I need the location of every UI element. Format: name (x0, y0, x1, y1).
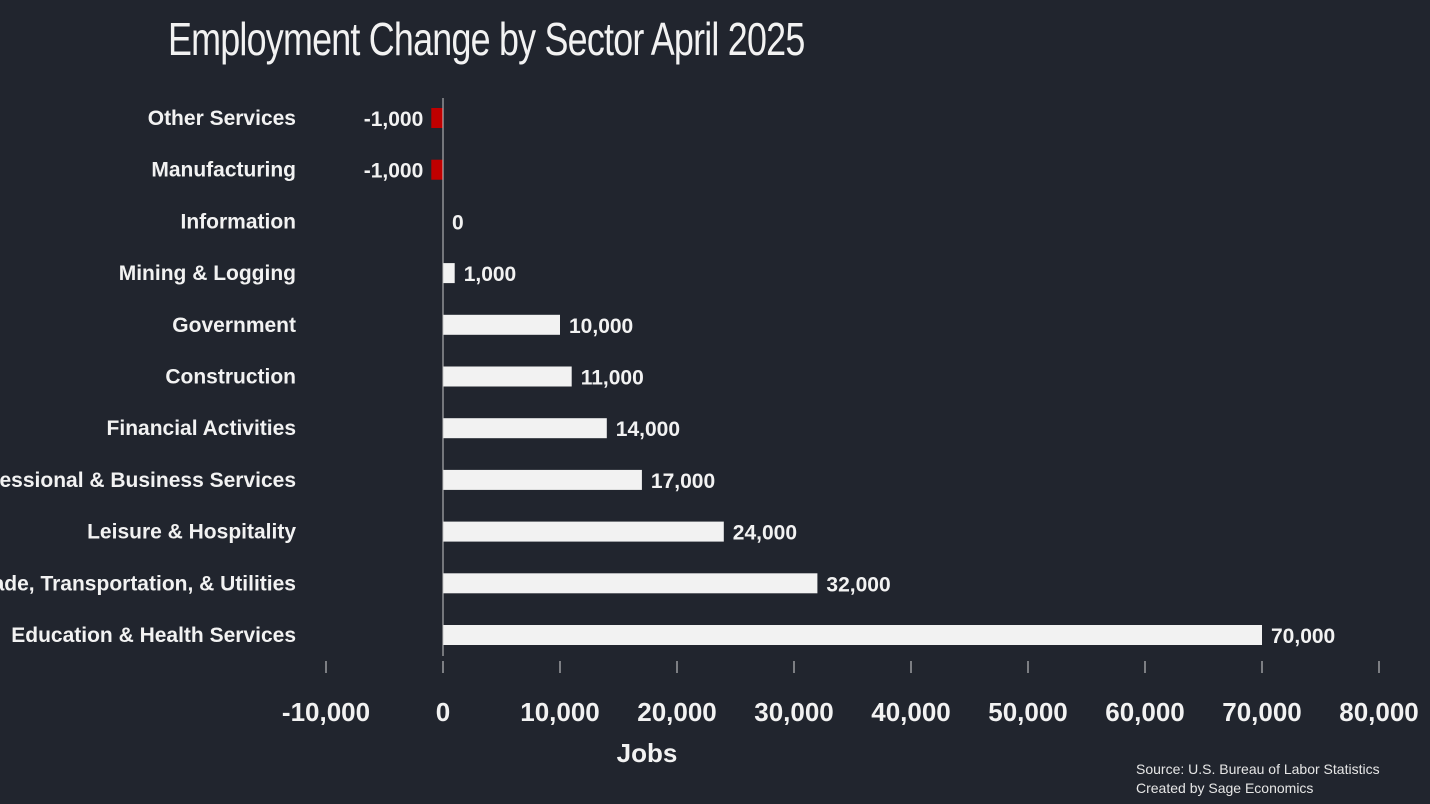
data-label: 11,000 (581, 367, 644, 390)
bar (431, 159, 443, 180)
data-label: -1,000 (364, 160, 424, 183)
category-label: Financial Activities (107, 417, 296, 440)
tick-label: 70,000 (1222, 697, 1302, 727)
category-label: Other Services (148, 107, 296, 130)
bar (443, 521, 724, 542)
tick-label: 40,000 (871, 697, 951, 727)
bar (443, 469, 642, 490)
tick-label: 60,000 (1105, 697, 1185, 727)
bar (443, 366, 572, 387)
data-label: -1,000 (364, 108, 424, 131)
bar (443, 263, 455, 284)
x-axis: -10,000 0 10,000 20,000 30,000 40,000 50,000 60… (282, 98, 1419, 727)
chart-title: Employment Change by Sector April 2025 (168, 13, 805, 65)
bar (443, 314, 560, 335)
credit-line: Created by Sage Economics (1136, 780, 1314, 796)
category-label: Government (172, 314, 296, 337)
category-label: Education & Health Services (11, 624, 296, 647)
tick-label: 50,000 (988, 697, 1068, 727)
category-label: Leisure & Hospitality (87, 521, 296, 544)
category-label: Professional & Business Services (0, 469, 296, 492)
category-label: Trade, Transportation, & Utilities (0, 572, 296, 595)
data-label: 24,000 (733, 522, 797, 545)
data-label: 10,000 (569, 315, 633, 338)
data-label: 1,000 (464, 263, 517, 286)
category-label: Mining & Logging (119, 262, 296, 285)
bar (431, 108, 443, 128)
bars-group: Other Services -1,000 Manufacturing -1,000 I… (0, 107, 1335, 648)
tick-label: 10,000 (520, 697, 600, 727)
category-label: Information (181, 210, 297, 233)
tick-label: 30,000 (754, 697, 834, 727)
data-label: 0 (452, 211, 464, 234)
data-label: 32,000 (826, 573, 890, 596)
data-label: 70,000 (1271, 625, 1335, 648)
category-label: Construction (165, 366, 296, 389)
data-label: 17,000 (651, 470, 715, 493)
tick-label: 80,000 (1339, 697, 1419, 727)
tick-label: -10,000 (282, 697, 370, 727)
source-line: Source: U.S. Bureau of Labor Statistics (1136, 761, 1380, 777)
data-label: 14,000 (616, 418, 680, 441)
category-label: Manufacturing (151, 159, 296, 182)
bar (443, 625, 1262, 645)
tick-label: 0 (436, 697, 450, 727)
tick-label: 20,000 (637, 697, 717, 727)
x-axis-title: Jobs (617, 738, 678, 768)
bar (443, 573, 818, 594)
bar (443, 418, 607, 439)
source-note: Source: U.S. Bureau of Labor Statistics … (1136, 760, 1380, 798)
